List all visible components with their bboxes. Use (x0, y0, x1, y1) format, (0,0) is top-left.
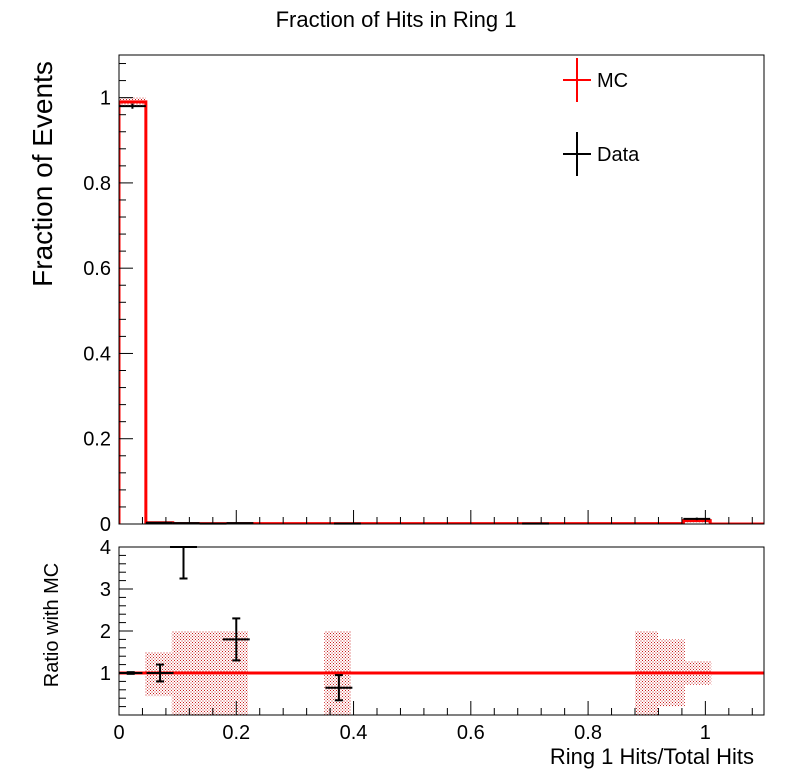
main-plot-frame (118, 54, 765, 525)
y-tick-label: 0.4 (83, 343, 111, 365)
ratio-y-tick-label: 2 (100, 621, 111, 643)
chart-title: Fraction of Hits in Ring 1 (276, 7, 517, 32)
x-axis-label: Ring 1 Hits/Total Hits (550, 744, 754, 769)
x-tick-label: 0.6 (457, 722, 485, 744)
y-tick-label: 0.2 (83, 429, 111, 451)
data-point (683, 517, 711, 521)
ratio-point (170, 546, 197, 580)
ratio-panel: 1 2 3 4 0 0.2 0.4 0.6 0.8 1 Ratio with MC Ring 1 … (41, 537, 765, 769)
x-tick-label: 1 (700, 722, 711, 744)
ratio-point (325, 674, 353, 702)
data-point (145, 521, 173, 524)
y-tick-label: 0.8 (83, 173, 111, 195)
mc-histogram-line (119, 100, 764, 524)
data-point (172, 522, 200, 525)
y-tick-label: 0 (100, 514, 111, 536)
y-tick-label: 0.6 (83, 258, 111, 280)
ratio-y-tick-label: 1 (100, 663, 111, 685)
data-point (119, 103, 146, 109)
legend-entry-data: Data (563, 132, 640, 176)
x-tick-label: 0 (113, 722, 124, 744)
x-tick-label: 0.4 (340, 722, 368, 744)
ratio-point (146, 663, 174, 683)
legend-entry-mc: MC (563, 58, 628, 102)
ratio-y-axis-label: Ratio with MC (41, 563, 63, 687)
ratio-y-tick-label: 4 (100, 537, 111, 559)
x-tick-label: 0.2 (222, 722, 250, 744)
ratio-point (222, 617, 250, 662)
main-panel: 0 0.2 0.4 0.6 0.8 1 Fraction of Events MC Data (27, 54, 765, 536)
data-point (226, 522, 254, 525)
legend-label: Data (597, 144, 640, 166)
legend-label: MC (597, 70, 628, 92)
ratio-y-tick-label: 3 (100, 579, 111, 601)
y-tick-label: 1 (100, 88, 111, 110)
main-y-axis-label: Fraction of Events (27, 61, 58, 287)
x-tick-label: 0.8 (574, 722, 602, 744)
